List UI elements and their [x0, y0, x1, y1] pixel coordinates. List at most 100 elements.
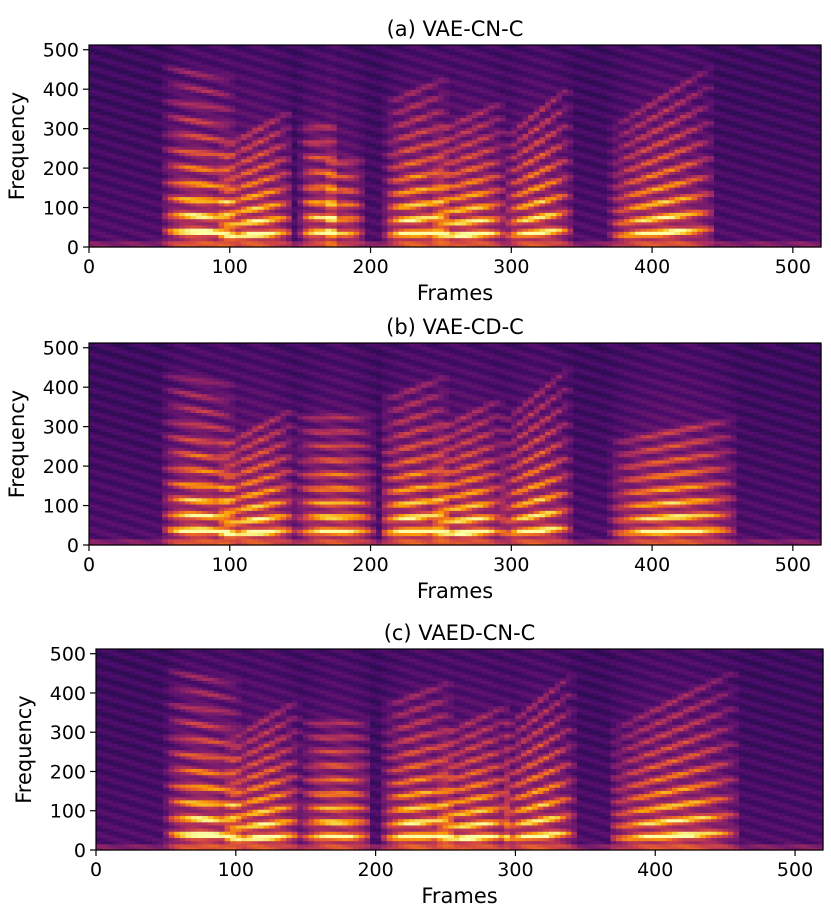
heatmap-cell [201, 76, 208, 81]
heatmap-cell [184, 89, 191, 93]
heatmap-cell [179, 92, 186, 97]
heatmap-cell [297, 104, 304, 109]
heatmap-cell [235, 139, 242, 144]
heatmap-cell [319, 57, 327, 62]
heatmap-cell [111, 133, 118, 138]
heatmap-cell [111, 199, 118, 204]
heatmap-cell [100, 89, 107, 93]
heatmap-cell [314, 237, 321, 242]
heatmap-cell [122, 205, 130, 210]
heatmap-cell [308, 82, 315, 87]
heatmap-cell [252, 120, 259, 125]
heatmap-cell [173, 218, 180, 223]
heatmap-cell [179, 180, 186, 185]
heatmap-cell [89, 228, 96, 232]
heatmap-cell [252, 221, 259, 226]
heatmap-cell [156, 155, 163, 160]
heatmap-cell [224, 171, 231, 176]
heatmap-cell [173, 161, 180, 166]
heatmap-cell [319, 60, 327, 65]
heatmap-cell [156, 142, 163, 147]
heatmap-cell [263, 70, 270, 75]
heatmap-cell [246, 133, 253, 138]
heatmap-cell [235, 57, 242, 62]
heatmap-cell [291, 48, 298, 52]
heatmap-cell [207, 123, 214, 128]
heatmap-cell [201, 164, 208, 169]
heatmap-cell [156, 76, 163, 81]
heatmap-cell [241, 82, 248, 87]
heatmap-cell [336, 196, 343, 201]
heatmap-cell [173, 79, 180, 84]
heatmap-cell [235, 202, 242, 207]
heatmap-cell [308, 123, 315, 128]
heatmap-cell [257, 190, 265, 194]
heatmap-cell [179, 237, 186, 242]
heatmap-cell [212, 209, 220, 213]
heatmap-cell [94, 114, 101, 119]
heatmap-cell [336, 168, 343, 172]
heatmap-cell [117, 196, 124, 201]
heatmap-cell [195, 127, 203, 131]
heatmap-cell [246, 89, 253, 93]
heatmap-cell [263, 45, 270, 49]
heatmap-cell [224, 67, 231, 71]
heatmap-cell [179, 152, 186, 157]
heatmap-cell [100, 187, 107, 191]
heatmap-cell [263, 180, 270, 185]
heatmap-cell [117, 237, 124, 242]
heatmap-cell [122, 86, 130, 90]
heatmap-cell [179, 101, 186, 106]
heatmap-cell [246, 212, 253, 217]
heatmap-cell [286, 79, 293, 84]
heatmap-cell [269, 243, 276, 248]
heatmap-cell [342, 164, 349, 169]
heatmap-cell [342, 234, 349, 239]
heatmap-cell [308, 196, 315, 201]
heatmap-cell [280, 130, 287, 134]
heatmap-cell [145, 155, 152, 160]
heatmap-cell [257, 205, 265, 210]
heatmap-cell [246, 139, 253, 144]
heatmap-cell [150, 234, 158, 239]
heatmap-cell [117, 48, 124, 52]
heatmap-cell [111, 183, 118, 188]
heatmap-cell [150, 202, 158, 207]
heatmap-cell [167, 196, 175, 201]
heatmap-cell [122, 120, 130, 125]
heatmap-cell [286, 209, 293, 213]
heatmap-cell [235, 152, 242, 157]
heatmap-cell [302, 95, 310, 100]
heatmap-cell [94, 209, 101, 213]
heatmap-cell [212, 111, 220, 116]
heatmap-cell [128, 161, 135, 166]
heatmap-cell [156, 123, 163, 128]
heatmap-cell [269, 79, 276, 84]
heatmap-cell [224, 142, 231, 147]
heatmap-cell [297, 224, 304, 229]
heatmap-cell [241, 63, 248, 68]
heatmap-cell [134, 82, 141, 87]
heatmap-cell [162, 92, 169, 97]
heatmap-cell [207, 209, 214, 213]
heatmap-cell [302, 60, 310, 65]
heatmap-cell [105, 130, 113, 134]
heatmap-cell [145, 202, 152, 207]
heatmap-cell [269, 70, 276, 75]
heatmap-cell [342, 215, 349, 220]
heatmap-cell [246, 45, 253, 49]
heatmap-cell [269, 111, 276, 116]
heatmap-cell [207, 127, 214, 131]
heatmap-cell [297, 95, 304, 100]
heatmap-cell [269, 120, 276, 125]
heatmap-cell [173, 70, 180, 75]
heatmap-cell [235, 237, 242, 242]
heatmap-cell [179, 171, 186, 176]
heatmap-cell [336, 114, 343, 119]
heatmap-cell [229, 89, 236, 93]
heatmap-cell [162, 231, 169, 235]
heatmap-cell [314, 60, 321, 65]
heatmap-cell [117, 174, 124, 179]
heatmap-cell [100, 98, 107, 103]
heatmap-cell [336, 92, 343, 97]
